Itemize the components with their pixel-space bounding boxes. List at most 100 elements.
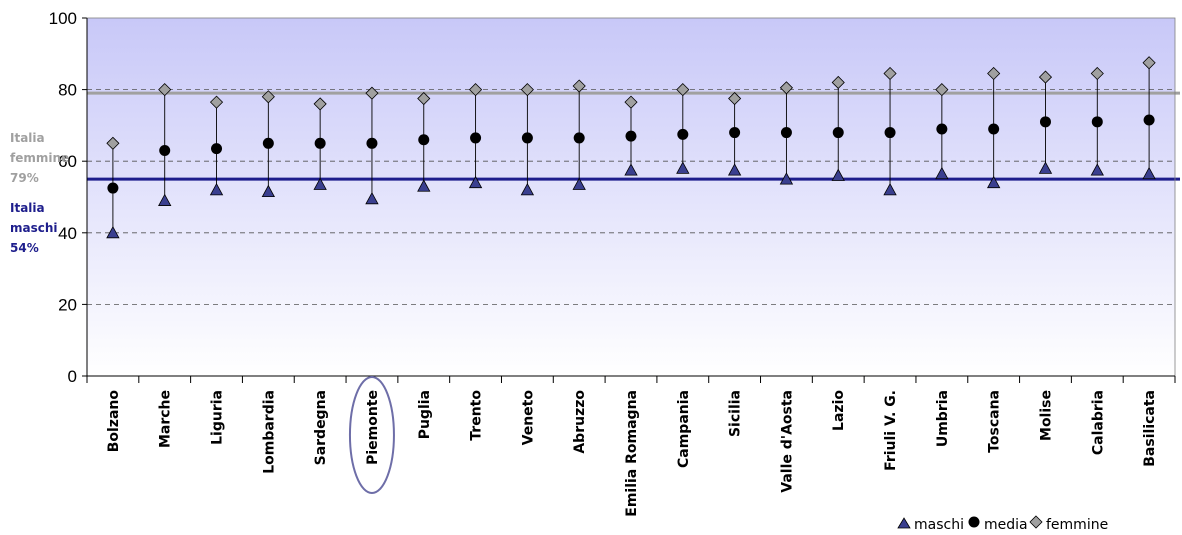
- data-point-media: [314, 137, 326, 149]
- x-category-label: Molise: [1038, 390, 1054, 441]
- data-point-media: [418, 134, 430, 146]
- highlight-ellipse: [348, 376, 395, 494]
- data-point-femmine: [779, 81, 793, 95]
- data-point-femmine: [417, 91, 431, 106]
- data-point-maschi: [624, 163, 638, 176]
- italia-reference-label: Italia: [10, 201, 45, 215]
- data-point-maschi: [1090, 163, 1104, 176]
- data-point-femmine: [1090, 66, 1104, 81]
- data-point-media: [780, 127, 792, 139]
- data-point-media: [988, 123, 1000, 135]
- data-point-media: [159, 144, 171, 156]
- data-point-media: [625, 130, 637, 142]
- data-point-femmine: [987, 66, 1001, 81]
- data-point-femmine: [831, 75, 845, 90]
- data-point-maschi: [209, 183, 224, 196]
- x-category-label: Liguria: [210, 390, 226, 445]
- legend-media-marker: [968, 516, 980, 528]
- data-point-maschi: [520, 183, 535, 196]
- data-point-femmine: [469, 83, 483, 97]
- data-point-maschi: [313, 177, 327, 190]
- data-point-femmine: [106, 136, 120, 150]
- y-tick-label: 100: [49, 9, 77, 28]
- legend-femmine-label: femmine: [1046, 517, 1108, 533]
- legend: maschi media femmine: [897, 515, 1108, 533]
- italia-reference-label: 54%: [10, 241, 39, 255]
- legend-maschi-label: maschi: [914, 517, 964, 533]
- x-category-label: Emilia Romagna: [624, 390, 640, 517]
- data-point-femmine: [1142, 56, 1156, 70]
- italia-reference-label: 79%: [10, 171, 39, 185]
- x-category-label: Friuli V. G.: [883, 390, 899, 471]
- tick-labels: 0 20 40 60 80 100 Italia femmine 79% Italia maschi…: [10, 9, 1158, 517]
- data-point-maschi: [1142, 166, 1156, 180]
- data-point-maschi: [468, 175, 483, 189]
- legend-media-label: media: [984, 517, 1028, 533]
- legend-femmine-marker: [1029, 515, 1043, 529]
- data-point-media: [262, 137, 274, 149]
- data-point-maschi: [676, 161, 690, 174]
- data-point-femmine: [261, 90, 275, 104]
- data-point-maschi: [986, 175, 1001, 189]
- data-point-maschi: [831, 168, 845, 181]
- data-point-maschi: [1038, 161, 1053, 174]
- x-category-label: Marche: [158, 390, 174, 448]
- data-point-media: [366, 137, 378, 149]
- data-point-femmine: [158, 83, 172, 97]
- data-point-maschi: [365, 191, 379, 205]
- x-category-label: Campania: [676, 390, 692, 468]
- data-point-maschi: [572, 177, 586, 190]
- x-category-label: Trento: [469, 390, 485, 441]
- x-category-label: Lombardia: [261, 390, 277, 474]
- italia-reference-label: Italia: [10, 131, 45, 145]
- plot-area: [87, 18, 1175, 376]
- data-markers: [106, 56, 1156, 239]
- x-category-label: Toscana: [987, 390, 1003, 453]
- data-point-media: [729, 127, 741, 139]
- x-category-label: Piemonte: [365, 390, 381, 465]
- data-point-femmine: [365, 86, 379, 100]
- data-point-media: [832, 127, 844, 139]
- x-category-label: Sicilia: [728, 390, 744, 437]
- data-point-maschi: [106, 225, 120, 239]
- data-point-media: [573, 132, 585, 144]
- data-point-femmine: [520, 83, 534, 97]
- x-category-label: Lazio: [831, 390, 847, 431]
- data-point-femmine: [624, 95, 638, 109]
- data-point-maschi: [261, 184, 276, 198]
- x-category-label: Basilicata: [1142, 390, 1158, 467]
- y-tick-label: 0: [68, 367, 77, 386]
- data-point-media: [211, 143, 223, 155]
- data-point-media: [677, 128, 689, 140]
- x-category-label: Sardegna: [313, 390, 329, 465]
- data-point-maschi: [779, 172, 794, 185]
- data-point-femmine: [728, 91, 742, 106]
- x-category-label: Bolzano: [106, 390, 122, 453]
- data-point-media: [1143, 114, 1155, 126]
- italia-reference-label: maschi: [10, 221, 58, 235]
- y-tick-label: 20: [58, 295, 77, 314]
- x-category-label: Abruzzo: [572, 390, 588, 454]
- x-category-label: Umbria: [935, 390, 951, 447]
- data-point-media: [1091, 116, 1103, 128]
- data-point-femmine: [883, 66, 897, 81]
- x-category-label: Valle d'Aosta: [779, 390, 795, 493]
- data-point-media: [521, 132, 533, 144]
- y-tick-label: 60: [58, 152, 77, 171]
- legend-maschi-marker: [897, 517, 911, 529]
- data-point-maschi: [417, 179, 431, 192]
- data-point-femmine: [676, 83, 690, 97]
- y-tick-label: 40: [58, 224, 77, 243]
- data-point-maschi: [935, 166, 949, 180]
- x-category-label: Veneto: [520, 390, 536, 446]
- data-point-femmine: [572, 79, 586, 93]
- data-point-media: [1039, 116, 1051, 128]
- data-point-maschi: [158, 193, 172, 206]
- data-point-media: [470, 132, 482, 144]
- data-point-femmine: [313, 97, 327, 111]
- data-point-maschi: [727, 163, 742, 176]
- y-tick-label: 80: [58, 81, 77, 100]
- italia-reference-label: femmine: [10, 151, 69, 165]
- x-category-label: Puglia: [417, 390, 433, 439]
- data-point-femmine: [1038, 70, 1053, 84]
